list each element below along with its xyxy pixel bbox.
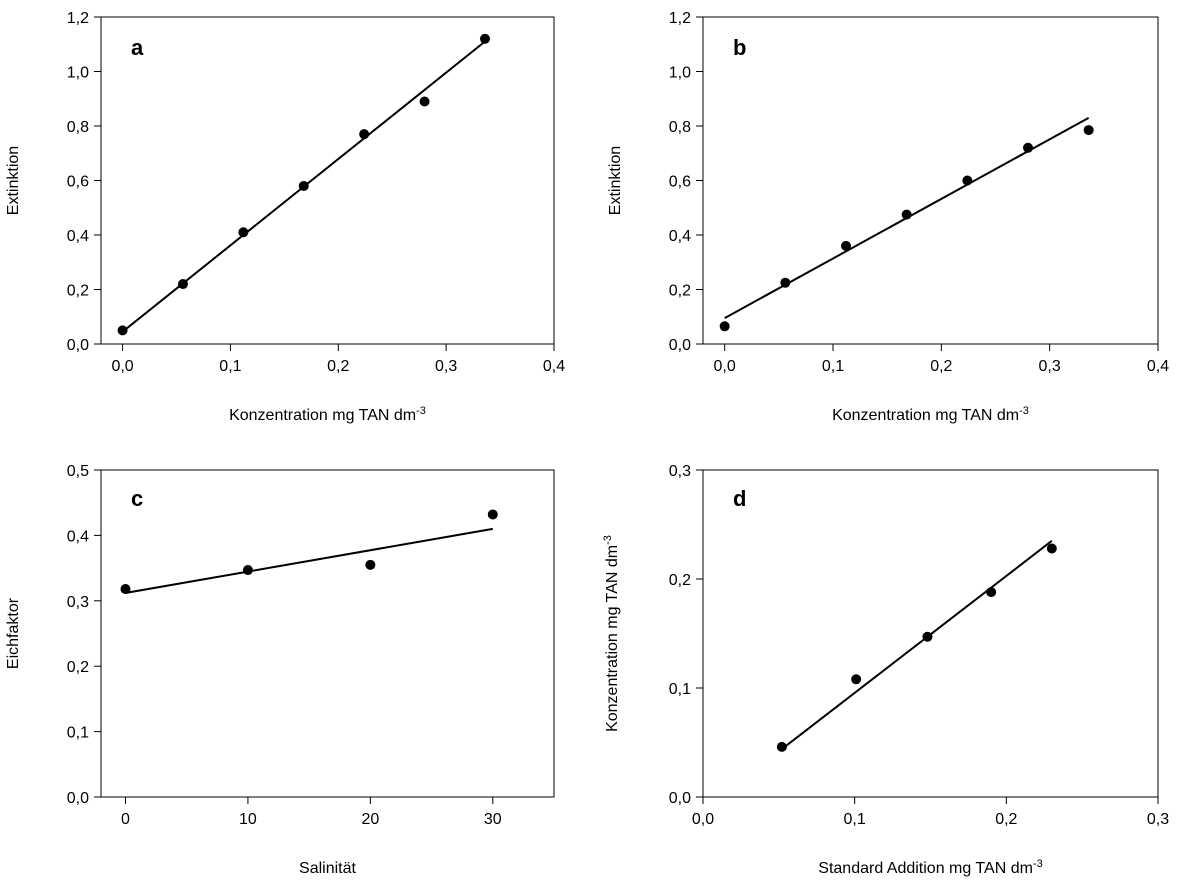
x-tick-label: 0,4 [1147, 358, 1169, 375]
x-tick-label: 0,0 [714, 358, 736, 375]
x-tick-label: 0 [121, 811, 130, 828]
data-point [719, 321, 730, 332]
data-point [962, 175, 973, 186]
y-tick-label: 0,0 [669, 790, 691, 807]
x-tick-label: 0,4 [543, 358, 565, 375]
y-axis-label-superscript: -3 [602, 535, 614, 545]
x-tick-label: 10 [239, 811, 257, 828]
plot-frame [702, 469, 1159, 798]
x-tick-label: 0,0 [111, 358, 133, 375]
x-axis-label-text: Konzentration mg TAN dm [832, 407, 1019, 424]
x-tick-label: 30 [484, 811, 502, 828]
data-point [479, 33, 490, 44]
panel-label: d [733, 486, 746, 511]
data-point [922, 631, 933, 642]
data-point [419, 96, 430, 107]
x-axis-label-text: Salinität [299, 860, 356, 877]
y-tick-label: 0,8 [669, 119, 691, 136]
y-tick-label: 0,3 [669, 463, 691, 480]
data-point [120, 584, 131, 595]
y-axis-label: Konzentration mg TAN dm-3 [602, 535, 621, 732]
y-tick-label: 0,6 [67, 174, 89, 191]
x-tick-label: 0,1 [844, 811, 866, 828]
data-point [780, 277, 791, 288]
y-tick-label: 0,3 [67, 594, 89, 611]
plot-frame [100, 469, 555, 798]
x-axis-label: Salinität [299, 860, 356, 877]
y-tick-label: 0,2 [669, 572, 691, 589]
chart-panel-d: 0,0 0,1 0,2 0,3 0,0 0,1 0,2 0,3 d Standard Additi… [602, 463, 1169, 877]
x-axis-label-superscript: -3 [416, 405, 426, 417]
x-tick-label: 0,3 [435, 358, 457, 375]
x-tick-label: 20 [361, 811, 379, 828]
x-tick-label: 0,0 [692, 811, 714, 828]
y-tick-label: 0,6 [669, 174, 691, 191]
data-point [901, 209, 912, 220]
y-tick-label: 0,1 [67, 725, 89, 742]
data-point [177, 279, 188, 290]
y-tick-label: 0,2 [67, 659, 89, 676]
regression-line [781, 540, 1053, 750]
x-tick-label: 0,2 [995, 811, 1017, 828]
x-tick-label: 0,3 [1039, 358, 1061, 375]
chart-panel-b: 0,0 0,2 0,4 0,6 0,8 1,0 1,2 0,0 0,1 0,2 0,3 0,4 b Kon… [607, 10, 1169, 424]
y-tick-label: 0,2 [669, 283, 691, 300]
panel-label: a [131, 35, 144, 60]
y-tick-label: 1,2 [669, 10, 691, 27]
data-point [841, 240, 851, 251]
y-axis-label-text: Konzentration mg TAN dm [604, 545, 621, 732]
x-tick-label: 0,3 [1147, 811, 1169, 828]
y-axis-label: Extinktion [5, 146, 22, 215]
y-axis-label: Extinktion [607, 146, 624, 215]
x-axis-label: Standard Addition mg TAN dm-3 [818, 858, 1042, 877]
data-point [1083, 125, 1094, 136]
data-point [986, 587, 997, 598]
x-axis-label: Konzentration mg TAN dm-3 [229, 405, 426, 424]
y-tick-label: 0,4 [67, 228, 89, 245]
y-axis-label-text: Extinktion [607, 146, 624, 215]
x-tick-label: 0,2 [327, 358, 349, 375]
x-tick-label: 0,2 [930, 358, 952, 375]
y-tick-label: 0,0 [67, 337, 89, 354]
y-axis-label-text: Extinktion [5, 146, 22, 215]
y-tick-label: 0,2 [67, 283, 89, 300]
data-point [1023, 142, 1033, 153]
y-tick-label: 0,0 [669, 337, 691, 354]
panel-label: b [733, 35, 746, 60]
y-tick-label: 0,4 [67, 528, 89, 545]
y-axis-label-text: Eichfaktor [5, 597, 22, 669]
x-axis-label-text: Konzentration mg TAN dm [229, 407, 416, 424]
x-axis-label-superscript: -3 [1033, 858, 1043, 870]
x-tick-label: 0,1 [822, 358, 844, 375]
data-point [117, 325, 128, 336]
y-tick-label: 0,8 [67, 119, 89, 136]
y-tick-label: 0,4 [669, 228, 691, 245]
data-point [242, 565, 253, 576]
plot-frame [702, 16, 1159, 345]
panel-label: c [131, 486, 143, 511]
x-axis-label: Konzentration mg TAN dm-3 [832, 405, 1029, 424]
data-point [298, 180, 309, 191]
y-tick-label: 1,0 [67, 65, 89, 82]
data-point [487, 509, 498, 520]
data-point [238, 227, 249, 238]
y-axis-label: Eichfaktor [5, 597, 22, 669]
data-point [365, 559, 376, 570]
chart-panel-a: 0,0 0,2 0,4 0,6 0,8 1,0 1,2 0,0 0,1 0,2 0,3 0,4 a Kon… [5, 10, 565, 424]
x-tick-label: 0,1 [219, 358, 241, 375]
data-point [359, 129, 370, 140]
chart-panel-c: 0,0 0,1 0,2 0,3 0,4 0,5 0 10 20 30 c Salinität Eichf… [5, 463, 555, 877]
data-point [851, 674, 862, 685]
x-axis-label-text: Standard Addition mg TAN dm [818, 860, 1033, 877]
y-tick-label: 1,2 [67, 10, 89, 27]
data-point [1046, 543, 1057, 554]
y-tick-label: 0,5 [67, 463, 89, 480]
x-axis-label-superscript: -3 [1019, 405, 1029, 417]
data-point [776, 741, 787, 752]
y-tick-label: 0,1 [669, 681, 691, 698]
regression-line [125, 527, 493, 594]
y-tick-label: 0,0 [67, 790, 89, 807]
y-tick-label: 1,0 [669, 65, 691, 82]
